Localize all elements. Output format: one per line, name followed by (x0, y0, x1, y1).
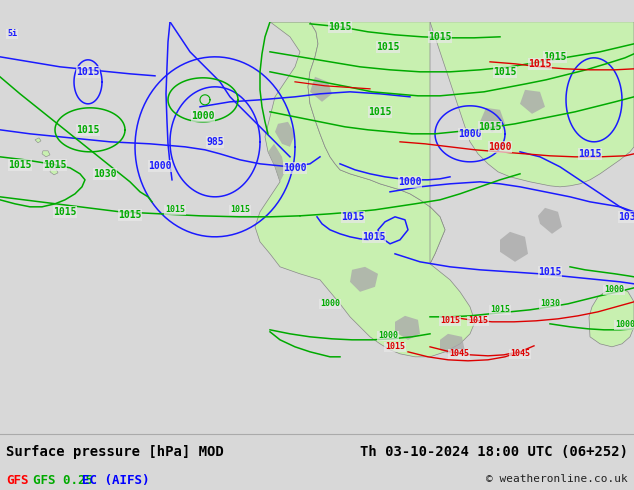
Text: EC (AIFS): EC (AIFS) (82, 474, 150, 488)
Text: 1015: 1015 (53, 207, 77, 217)
Polygon shape (255, 22, 475, 357)
Text: 1000: 1000 (148, 161, 172, 171)
Polygon shape (35, 138, 41, 143)
Text: 1015: 1015 (368, 107, 392, 117)
Polygon shape (520, 90, 545, 114)
Text: 1000: 1000 (615, 320, 634, 329)
Text: 1015: 1015 (538, 267, 562, 277)
Text: 1015: 1015 (341, 212, 365, 222)
Text: 1015: 1015 (528, 59, 552, 69)
Polygon shape (275, 122, 295, 147)
Text: © weatheronline.co.uk: © weatheronline.co.uk (486, 474, 628, 484)
Text: 1015: 1015 (328, 22, 352, 32)
Text: 1015: 1015 (493, 67, 517, 77)
Text: 1045: 1045 (510, 349, 530, 358)
Text: 1015: 1015 (76, 67, 100, 77)
Polygon shape (440, 334, 465, 357)
Text: 1015: 1015 (43, 160, 67, 170)
Text: 1015: 1015 (385, 343, 405, 351)
Text: 1030: 1030 (93, 169, 117, 179)
Polygon shape (310, 77, 332, 102)
Polygon shape (42, 151, 50, 157)
Polygon shape (50, 169, 58, 175)
Text: 1015: 1015 (362, 232, 385, 242)
Polygon shape (500, 232, 528, 262)
Text: 1000: 1000 (458, 129, 482, 139)
Text: 1015: 1015 (119, 210, 142, 220)
Text: 1000: 1000 (191, 111, 215, 121)
Text: 1015: 1015 (478, 122, 501, 132)
Text: GFS: GFS (6, 474, 29, 488)
Polygon shape (538, 208, 562, 234)
Text: 985: 985 (206, 137, 224, 147)
Text: 1000: 1000 (604, 285, 624, 294)
Text: 1015: 1015 (230, 205, 250, 214)
Polygon shape (350, 267, 378, 292)
Text: 1000: 1000 (378, 331, 398, 341)
Text: 1015: 1015 (468, 317, 488, 325)
Polygon shape (268, 144, 285, 182)
Text: 1015: 1015 (8, 160, 32, 170)
Text: 1015: 1015 (428, 32, 452, 42)
Text: Surface pressure [hPa] MOD: Surface pressure [hPa] MOD (6, 445, 224, 459)
Text: 1000: 1000 (283, 163, 307, 173)
Polygon shape (270, 22, 445, 264)
Text: 1015: 1015 (578, 149, 602, 159)
Polygon shape (589, 287, 634, 347)
Text: 5i: 5i (7, 29, 17, 38)
Polygon shape (430, 22, 634, 187)
Text: 1015: 1015 (543, 52, 567, 62)
Text: 1015: 1015 (76, 125, 100, 135)
Text: GFS 0.25: GFS 0.25 (33, 474, 93, 488)
Text: 1015: 1015 (165, 205, 185, 214)
Text: 1030: 1030 (540, 299, 560, 308)
Text: 1000: 1000 (488, 142, 512, 152)
Text: 1000: 1000 (398, 177, 422, 187)
Text: 1030: 1030 (618, 212, 634, 222)
Text: 1015: 1015 (376, 42, 400, 52)
Text: 1000: 1000 (320, 299, 340, 308)
Text: 1015: 1015 (490, 305, 510, 314)
Text: Th 03-10-2024 18:00 UTC (06+252): Th 03-10-2024 18:00 UTC (06+252) (359, 445, 628, 459)
Polygon shape (395, 316, 420, 340)
Text: 1015: 1015 (440, 317, 460, 325)
Polygon shape (480, 108, 505, 132)
Text: 1045: 1045 (449, 349, 469, 358)
